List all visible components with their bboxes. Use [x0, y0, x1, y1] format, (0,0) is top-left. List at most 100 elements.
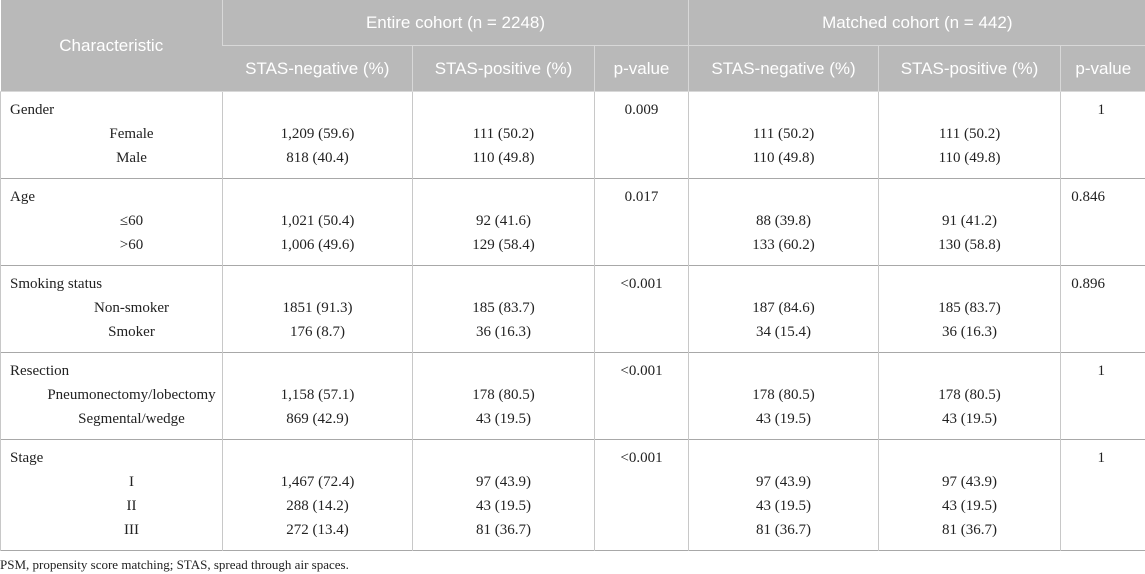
row-label: Pneumonectomy/lobectomy: [0, 383, 223, 407]
cell: [688, 265, 880, 296]
cell: 111 (50.2): [878, 122, 1062, 146]
cell: 288 (14.2): [222, 494, 413, 518]
data-row: Non-smoker 1851 (91.3) 185 (83.7) 187 (84.6…: [0, 296, 1145, 320]
header-cell: p-value: [593, 45, 689, 92]
row-label: ≤60: [0, 209, 223, 233]
cell: 130 (58.8): [878, 233, 1062, 266]
cell: [412, 439, 595, 470]
row-label: Segmental/wedge: [0, 407, 223, 440]
cell: 43 (19.5): [412, 494, 595, 518]
cell: [593, 470, 690, 494]
p-value: 1: [1060, 91, 1145, 122]
cell: [1060, 146, 1145, 179]
cell: [593, 383, 690, 407]
cell: [593, 407, 690, 440]
cell: [412, 91, 595, 122]
cell: [222, 178, 413, 209]
cell: [878, 439, 1062, 470]
cell: [688, 352, 880, 383]
p-value: <0.001: [593, 352, 690, 383]
row-group: Stage <0.001 1 I 1,467 (72.4) 97 (43.9) 97 (43…: [0, 439, 1145, 551]
p-value: 0.846: [1060, 178, 1145, 209]
cell: [593, 122, 690, 146]
header-cell: Entire cohort (n = 2248): [221, 0, 689, 46]
cell: [593, 209, 690, 233]
p-value: 1: [1060, 352, 1145, 383]
cell: 110 (49.8): [412, 146, 595, 179]
group-row: Age 0.017 0.846: [0, 178, 1145, 209]
cell: [1060, 407, 1145, 440]
data-row: III 272 (13.4) 81 (36.7) 81 (36.7) 81 (36.7): [0, 518, 1145, 551]
cell: 1,006 (49.6): [222, 233, 413, 266]
cell: 1,209 (59.6): [222, 122, 413, 146]
cell: [1060, 383, 1145, 407]
cell: 133 (60.2): [688, 233, 880, 266]
cell: 81 (36.7): [688, 518, 880, 551]
cell: 272 (13.4): [222, 518, 413, 551]
row-group: Age 0.017 0.846 ≤60 1,021 (50.4) 92 (41.6) 88 …: [0, 178, 1145, 266]
cell: [222, 439, 413, 470]
cell: [1060, 233, 1145, 266]
row-label: I: [0, 470, 223, 494]
cell: [1060, 518, 1145, 551]
cell: [593, 146, 690, 179]
cell: 1,467 (72.4): [222, 470, 413, 494]
cell: 36 (16.3): [412, 320, 595, 353]
data-row: Pneumonectomy/lobectomy 1,158 (57.1) 178 (…: [0, 383, 1145, 407]
cell: 43 (19.5): [878, 494, 1062, 518]
header-cell: STAS-positive (%): [878, 45, 1061, 92]
row-label: >60: [0, 233, 223, 266]
cell: [412, 178, 595, 209]
data-row: Smoker 176 (8.7) 36 (16.3) 34 (15.4) 36 (16.…: [0, 320, 1145, 353]
cell: 185 (83.7): [878, 296, 1062, 320]
cell: [1060, 296, 1145, 320]
group-label: Resection: [0, 352, 223, 383]
cell: 1,021 (50.4): [222, 209, 413, 233]
cell: 43 (19.5): [412, 407, 595, 440]
cell: [593, 320, 690, 353]
cell: 1851 (91.3): [222, 296, 413, 320]
row-group: Resection <0.001 1 Pneumonectomy/lobectomy 1…: [0, 352, 1145, 440]
p-value: <0.001: [593, 439, 690, 470]
cell: [593, 494, 690, 518]
cell: 818 (40.4): [222, 146, 413, 179]
group-label: Smoking status: [0, 265, 223, 296]
cell: 176 (8.7): [222, 320, 413, 353]
cell: [222, 91, 413, 122]
cell: 111 (50.2): [412, 122, 595, 146]
row-label: Male: [0, 146, 223, 179]
cell: 43 (19.5): [688, 407, 880, 440]
cell: [1060, 494, 1145, 518]
cell: 178 (80.5): [412, 383, 595, 407]
p-value: 0.009: [593, 91, 690, 122]
group-row: Gender 0.009 1: [0, 91, 1145, 122]
cell: 92 (41.6): [412, 209, 595, 233]
cell: [1060, 320, 1145, 353]
table-header: Characteristic Entire cohort (n = 2248) Ma…: [0, 0, 1145, 92]
cell: 81 (36.7): [878, 518, 1062, 551]
cell: [1060, 470, 1145, 494]
cell: [688, 439, 880, 470]
data-row: II 288 (14.2) 43 (19.5) 43 (19.5) 43 (19.5): [0, 494, 1145, 518]
cell: [878, 265, 1062, 296]
cell: 111 (50.2): [688, 122, 880, 146]
cell: 43 (19.5): [878, 407, 1062, 440]
data-row: Female 1,209 (59.6) 111 (50.2) 111 (50.2) 11…: [0, 122, 1145, 146]
cell: 129 (58.4): [412, 233, 595, 266]
cell: 185 (83.7): [412, 296, 595, 320]
cell: 91 (41.2): [878, 209, 1062, 233]
cell: [878, 91, 1062, 122]
cell: 81 (36.7): [412, 518, 595, 551]
header-row: STAS-negative (%) STAS-positive (%) p-valu…: [1, 45, 1145, 92]
data-row: >60 1,006 (49.6) 129 (58.4) 133 (60.2) 130 (…: [0, 233, 1145, 266]
p-value: 0.896: [1060, 265, 1145, 296]
group-row: Resection <0.001 1: [0, 352, 1145, 383]
cell: [412, 352, 595, 383]
cell: 187 (84.6): [688, 296, 880, 320]
data-row: Male 818 (40.4) 110 (49.8) 110 (49.8) 110 (4…: [0, 146, 1145, 179]
row-label: Female: [0, 122, 223, 146]
cell: 869 (42.9): [222, 407, 413, 440]
cell: 178 (80.5): [878, 383, 1062, 407]
group-label: Age: [0, 178, 223, 209]
row-label: Non-smoker: [0, 296, 223, 320]
